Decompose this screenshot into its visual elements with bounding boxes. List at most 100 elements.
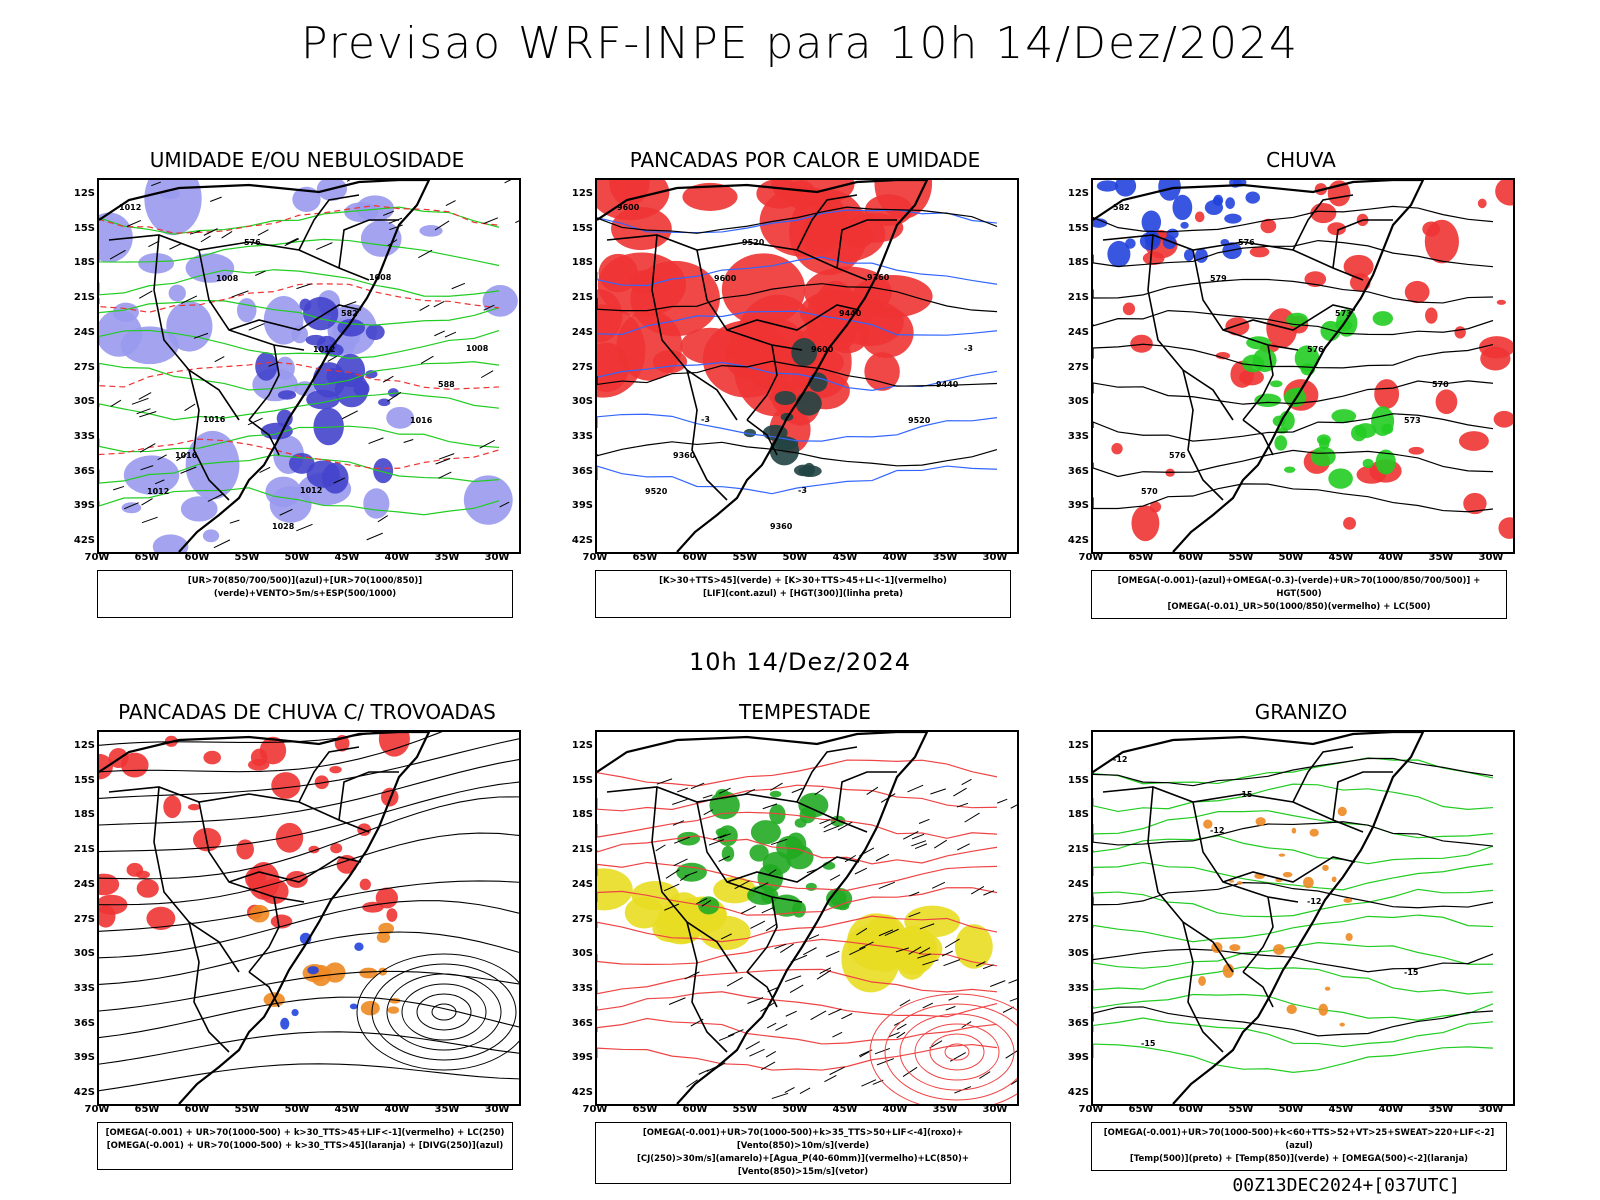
humidity-blue-area — [463, 475, 513, 525]
humidity-green-contour — [99, 206, 500, 235]
y-tick-label: 33S — [571, 430, 593, 442]
wind850-vector — [919, 923, 935, 930]
x-tick-label: 60W — [184, 1104, 210, 1115]
wind850-green-area — [798, 792, 829, 818]
country-state-border — [651, 234, 738, 421]
x-tick-label: 30W — [484, 1104, 510, 1115]
omega-green-area — [1375, 449, 1396, 475]
y-tick-label: 12S — [1067, 188, 1089, 199]
y-tick-label: 24S — [571, 326, 593, 338]
contour-label: 1012 — [119, 203, 141, 212]
temp500-black-contour — [1093, 1006, 1494, 1037]
wind850-vector — [997, 798, 1008, 804]
red-shading — [1194, 211, 1205, 223]
low-vortex — [869, 993, 1017, 1104]
red-shading — [611, 207, 672, 251]
wind850-vector — [686, 1079, 698, 1088]
country-state-border — [836, 219, 897, 269]
humidity-dark-blue-area — [353, 380, 370, 397]
contour-label: 1008 — [216, 274, 239, 283]
orange-shading — [249, 904, 270, 923]
wind-vector — [387, 391, 402, 402]
wind850-vector — [876, 1058, 895, 1066]
wind-vector — [366, 532, 383, 541]
wind850-vector — [918, 947, 931, 955]
red-shading — [1349, 273, 1371, 292]
wind850-vector — [761, 907, 774, 914]
x-tick-label: 70W — [1078, 1104, 1104, 1115]
contour-label: 576 — [1238, 238, 1255, 247]
wind850-vector — [1008, 979, 1017, 984]
y-tick-label: 12S — [571, 740, 593, 751]
country-state-border — [746, 896, 778, 973]
humidity-blue-area — [363, 488, 390, 519]
wind-vector — [207, 493, 223, 502]
legend-line: [OMEGA(-0.001)+UR>70(1000-500)+k>35_TTS>… — [642, 1128, 964, 1151]
x-tick-label: 50W — [782, 1104, 808, 1115]
wind-vector — [113, 485, 125, 491]
wind-vector — [279, 508, 293, 516]
omega500-orange-area — [1278, 853, 1286, 857]
red-shading — [597, 252, 687, 317]
wind850-vector — [823, 825, 840, 833]
country-state-border — [746, 344, 778, 421]
legend-line: [OMEGA(-0.001) + UR>70(1000-500) + k>30_… — [105, 1128, 505, 1138]
x-tick-label: 70W — [84, 552, 110, 563]
wind850-vector — [701, 899, 712, 907]
humidity-blue-area — [236, 298, 257, 323]
omega-blue-area — [1212, 197, 1223, 205]
low-vortex — [401, 983, 487, 1041]
country-state-border — [1182, 921, 1224, 1053]
red-shading — [1343, 254, 1374, 279]
x-tick-label: 30W — [1478, 552, 1504, 563]
contour-label: 9520 — [908, 416, 931, 425]
wind850-vector — [849, 946, 866, 956]
wind850-green-area — [721, 845, 735, 862]
country-state-border — [1102, 786, 1364, 833]
orange-shading — [360, 1000, 380, 1016]
low-vortex — [884, 1003, 1017, 1101]
wind850-vector — [861, 1079, 877, 1087]
country-state-border — [248, 419, 280, 456]
x-tick-label: 65W — [134, 1104, 160, 1115]
country-state-border — [651, 786, 738, 973]
omega500-orange-area — [1337, 806, 1347, 817]
map-panel: 9600 9600 9600 9520 9520 9520 9440 9440 9360 9360… — [595, 178, 1019, 554]
wind850-vector — [829, 1066, 845, 1076]
omega500-orange-area — [1309, 828, 1319, 837]
y-tick-label: 36S — [1067, 465, 1089, 477]
wind850-vector — [824, 1074, 837, 1083]
wind-vector — [284, 238, 300, 247]
red-shading — [378, 732, 410, 757]
y-tick-label: 27S — [1067, 361, 1089, 373]
wind-vector — [342, 410, 358, 420]
lif-blue-contour — [597, 413, 998, 442]
water-red-contour — [597, 1017, 998, 1045]
wind850-vector — [770, 782, 783, 791]
red-shading — [1425, 307, 1438, 324]
x-tick-label: 50W — [284, 1104, 310, 1115]
omega-green-area — [1372, 311, 1394, 326]
map-canvas: 1012 1008 1012 1016 1012 576 582 588 1016 1028 100… — [99, 180, 519, 552]
country-state-border — [1242, 344, 1274, 421]
x-tick-label: 55W — [732, 552, 758, 563]
omega-green-area — [1284, 466, 1296, 473]
wind-vector — [333, 477, 346, 484]
wind850-vector — [933, 839, 948, 849]
wind850-vector — [775, 1023, 788, 1031]
panel-legend: [OMEGA(-0.001)+UR>70(1000-500)+k<60+TTS>… — [1091, 1122, 1507, 1171]
red-shading — [259, 736, 287, 765]
contour-label: -3 — [701, 415, 710, 424]
wind850-vector — [690, 782, 705, 790]
humidity-dark-blue-area — [305, 334, 326, 346]
wind850-vector — [726, 977, 743, 987]
wind-vector — [438, 471, 452, 479]
hgt500-black-contour — [1093, 449, 1494, 478]
map-canvas: 9600 9600 9600 9520 9520 9520 9440 9440 9360 9360… — [597, 180, 998, 552]
country-state-border — [228, 304, 362, 331]
wind850-vector — [673, 858, 688, 866]
country-state-border — [726, 856, 860, 883]
wind850-vector — [908, 911, 921, 918]
wind-vector — [445, 200, 456, 206]
y-tick-label: 27S — [1067, 913, 1089, 925]
